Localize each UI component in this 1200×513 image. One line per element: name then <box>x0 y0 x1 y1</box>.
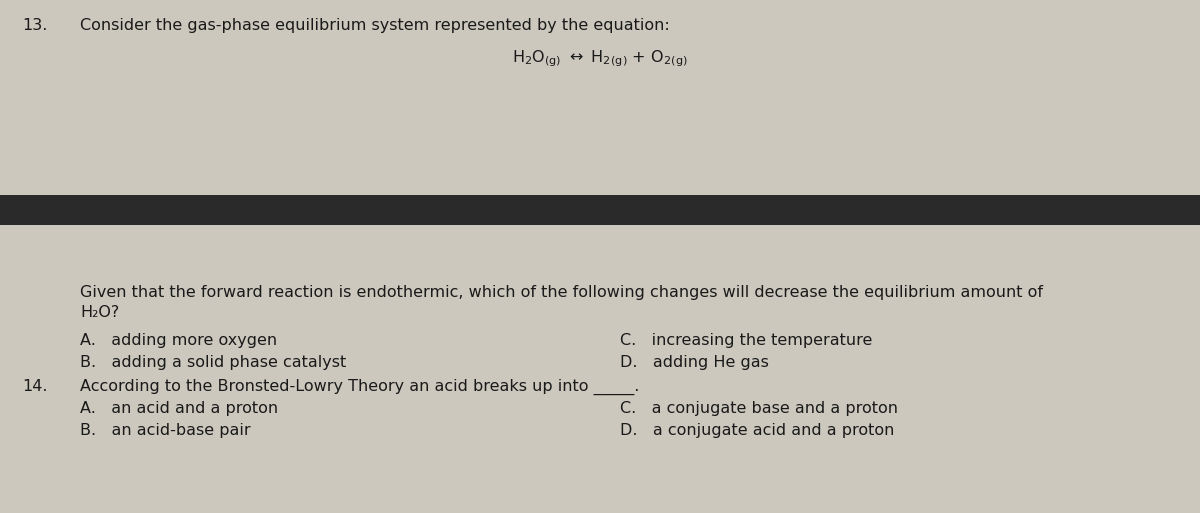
Text: D.   a conjugate acid and a proton: D. a conjugate acid and a proton <box>620 423 894 438</box>
Text: 14.: 14. <box>22 379 48 394</box>
Text: C.   a conjugate base and a proton: C. a conjugate base and a proton <box>620 401 898 416</box>
Text: Consider the gas-phase equilibrium system represented by the equation:: Consider the gas-phase equilibrium syste… <box>80 18 670 33</box>
Text: H$_2$O$_{\mathrm{(g)}}$ $\leftrightarrow$ H$_2$$_{\mathrm{(g)}}$ + O$_2$$_{\math: H$_2$O$_{\mathrm{(g)}}$ $\leftrightarrow… <box>512 48 688 69</box>
Text: B.   an acid-base pair: B. an acid-base pair <box>80 423 251 438</box>
Bar <box>0 195 1200 225</box>
Text: C.   increasing the temperature: C. increasing the temperature <box>620 333 872 348</box>
Text: D.   adding He gas: D. adding He gas <box>620 355 769 370</box>
Text: H₂O?: H₂O? <box>80 305 119 320</box>
Text: 13.: 13. <box>22 18 47 33</box>
Text: B.   adding a solid phase catalyst: B. adding a solid phase catalyst <box>80 355 347 370</box>
Text: A.   adding more oxygen: A. adding more oxygen <box>80 333 277 348</box>
Text: Given that the forward reaction is endothermic, which of the following changes w: Given that the forward reaction is endot… <box>80 285 1043 300</box>
Text: According to the Bronsted-Lowry Theory an acid breaks up into _____.: According to the Bronsted-Lowry Theory a… <box>80 379 640 395</box>
Text: A.   an acid and a proton: A. an acid and a proton <box>80 401 278 416</box>
